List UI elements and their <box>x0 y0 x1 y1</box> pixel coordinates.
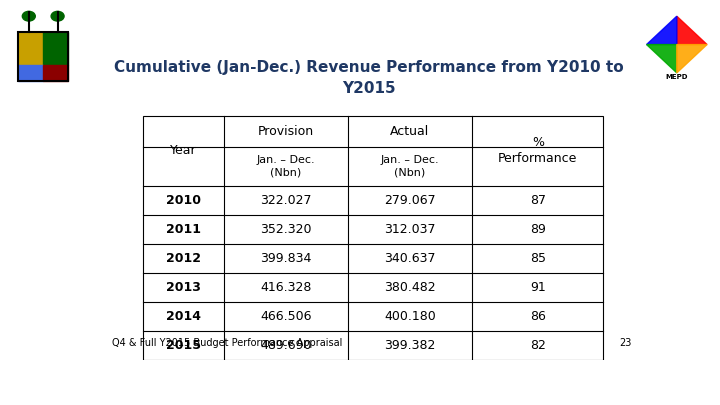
Bar <box>143 116 603 360</box>
Text: 352.320: 352.320 <box>260 223 312 236</box>
Text: 2015: 2015 <box>166 339 201 352</box>
Bar <box>18 32 43 65</box>
Text: 2013: 2013 <box>166 281 201 294</box>
Text: 416.328: 416.328 <box>260 281 312 294</box>
Text: Cumulative (Jan-Dec.) Revenue Performance from Y2010 to
Y2015: Cumulative (Jan-Dec.) Revenue Performanc… <box>114 60 624 96</box>
Text: Provision: Provision <box>258 125 314 138</box>
Polygon shape <box>677 45 707 73</box>
Text: 279.067: 279.067 <box>384 194 436 207</box>
Bar <box>18 32 68 81</box>
Text: MEPD: MEPD <box>665 74 688 80</box>
Text: Jan. – Dec.
(Nbn): Jan. – Dec. (Nbn) <box>256 155 315 177</box>
Text: 82: 82 <box>530 339 546 352</box>
Bar <box>43 65 68 81</box>
Text: 380.482: 380.482 <box>384 281 436 294</box>
Text: 2011: 2011 <box>166 223 201 236</box>
Text: 399.834: 399.834 <box>260 252 312 265</box>
Bar <box>18 65 43 81</box>
Text: 2012: 2012 <box>166 252 201 265</box>
Text: 86: 86 <box>530 310 546 323</box>
Bar <box>43 32 68 65</box>
Polygon shape <box>647 45 677 73</box>
Polygon shape <box>647 16 677 45</box>
Text: 89: 89 <box>530 223 546 236</box>
Text: Year: Year <box>170 144 197 157</box>
Text: 340.637: 340.637 <box>384 252 436 265</box>
Text: 400.180: 400.180 <box>384 310 436 323</box>
Text: Q4 & Full Y2015 Budget Performance Appraisal: Q4 & Full Y2015 Budget Performance Appra… <box>112 338 343 348</box>
Text: 322.027: 322.027 <box>260 194 312 207</box>
Text: %
Performance: % Performance <box>498 136 577 165</box>
Text: 2014: 2014 <box>166 310 201 323</box>
Ellipse shape <box>22 11 35 21</box>
Text: 399.382: 399.382 <box>384 339 436 352</box>
Ellipse shape <box>51 11 64 21</box>
Text: 85: 85 <box>530 252 546 265</box>
Text: 489.690: 489.690 <box>260 339 312 352</box>
Text: 2010: 2010 <box>166 194 201 207</box>
Text: Actual: Actual <box>390 125 430 138</box>
Text: 23: 23 <box>619 338 631 348</box>
Text: Jan. – Dec.
(Nbn): Jan. – Dec. (Nbn) <box>381 155 439 177</box>
Text: 91: 91 <box>530 281 546 294</box>
Text: 466.506: 466.506 <box>260 310 312 323</box>
Polygon shape <box>677 16 707 45</box>
Text: 312.037: 312.037 <box>384 223 436 236</box>
Text: 87: 87 <box>530 194 546 207</box>
